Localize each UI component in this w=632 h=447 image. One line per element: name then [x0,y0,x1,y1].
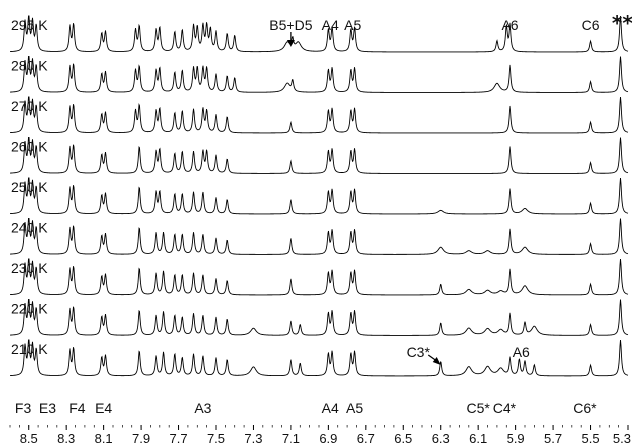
x-tick-label: 7.9 [132,431,150,446]
x-tick-label: 5.9 [507,431,525,446]
x-tick-label: 5.5 [582,431,600,446]
peak-label-top: ** [612,11,632,35]
temperature-labels: 295 K 280 K 270 K 260 K 250 K 240 K 230 K 220 K… [11,17,48,357]
peak-label-bottom: E3 [39,400,56,416]
temperature-label: 210 K [11,341,48,357]
spectrum-trace-220k [9,299,629,336]
x-tick-label: 6.1 [469,431,487,446]
spectrum-trace-210k [9,339,629,377]
peak-label-top: A6 [501,17,518,33]
x-tick-label: 6.7 [357,431,375,446]
temperature-label: 270 K [11,98,48,114]
spectrum-trace-240k [9,218,629,255]
x-tick-label: 6.5 [394,431,412,446]
peak-label-bottom: C4* [493,400,517,416]
peak-annotations: B5+D5 A4 A5 A6 C6 ** C3* A6 F3 E3 F4 E4 A3 A4 A5 C5* C4*… [15,11,632,416]
temperature-label: 260 K [11,139,48,155]
x-tick-label: 6.3 [432,431,450,446]
spectrum-trace-250k [9,177,629,215]
x-tick-label: 5.7 [544,431,562,446]
arrow-head [432,357,441,365]
peak-label-bottom: F3 [15,400,32,416]
spectrum-trace-280k [9,56,629,93]
temperature-label: 295 K [11,17,48,33]
peak-label-bottom: A5 [346,400,363,416]
peak-label-bottom: A4 [322,400,339,416]
x-tick-label: 8.5 [20,431,38,446]
x-tick-label: 7.1 [282,431,300,446]
x-tick-label: 7.3 [244,431,262,446]
peak-label-inline: A6 [513,344,530,360]
x-tick-label: 6.9 [319,431,337,446]
x-tick-label: 7.5 [207,431,225,446]
arrow-head [286,40,295,47]
temperature-label: 230 K [11,260,48,276]
peak-label-top: C6 [582,17,600,33]
x-axis: 8.5 8.3 8.1 7.9 7.7 7.5 7.3 7.1 6.9 6.7 6.5 6.3 6.1 5… [9,425,631,446]
temperature-label: 280 K [11,58,48,74]
x-tick-label: 8.3 [57,431,75,446]
peak-label-inline: C3* [407,344,431,360]
spectrum-trace-260k [9,137,629,174]
peak-label-bottom: A3 [194,400,211,416]
temperature-label: 250 K [11,179,48,195]
spectra-traces [9,15,629,377]
x-tick-label: 5.3 [613,431,631,446]
peak-label-top: A5 [344,17,361,33]
temperature-label: 240 K [11,220,48,236]
peak-label-bottom: C6* [573,400,597,416]
x-tick-label: 8.1 [95,431,113,446]
peak-label-top: B5+D5 [269,17,312,33]
peak-label-top: A4 [322,17,339,33]
spectrum-trace-230k [9,258,629,296]
peak-label-bottom: E4 [95,400,112,416]
x-tick-label: 7.7 [170,431,188,446]
peak-label-bottom: F4 [69,400,86,416]
temperature-label: 220 K [11,301,48,317]
spectrum-trace-295k [9,15,629,53]
spectrum-trace-270k [9,96,629,134]
peak-label-bottom: C5* [467,400,491,416]
